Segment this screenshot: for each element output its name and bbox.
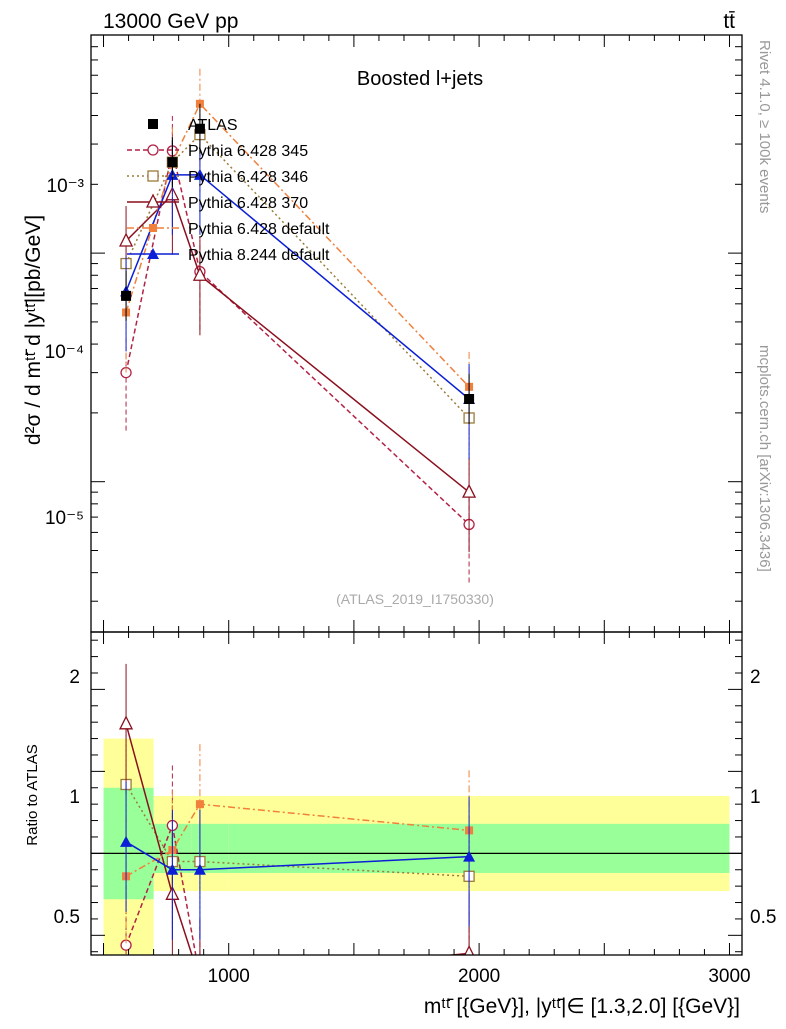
ratio-ytick-right-0.5: 0.5 bbox=[750, 907, 776, 928]
ratio-ytick-0.5: 0.5 bbox=[54, 907, 80, 928]
ratio-series-layer bbox=[119, 663, 476, 985]
legend: ATLAS Pythia 6.428 345 Pythia 6.428 346 Pyt… bbox=[127, 117, 330, 264]
atlas-point bbox=[464, 394, 475, 405]
ratio-ylabel: Ratio to ATLAS bbox=[24, 744, 41, 845]
series-point-pythia-6-428-370 bbox=[119, 232, 134, 247]
legend-marker-pythia-6-428-345 bbox=[147, 144, 159, 156]
series-pythia-8-244-default bbox=[120, 139, 476, 460]
ratio-point-pythia-8-244-default bbox=[463, 850, 476, 862]
series-pythia-6-428-370 bbox=[119, 159, 477, 553]
ratio-point-pythia-6-428-370 bbox=[194, 973, 206, 985]
series-atlas bbox=[121, 103, 475, 425]
ratio-point-pythia-8-244-default bbox=[120, 835, 133, 847]
ratio-point-pythia-8-244-default bbox=[166, 863, 179, 875]
ytick-label-1e-4: 10⁻⁴ bbox=[45, 342, 84, 363]
ratio-frame bbox=[90, 631, 743, 956]
series-pythia-6-428-345 bbox=[120, 115, 475, 585]
mcplots-label: mcplots.cern.ch [arXiv:1306.3436] bbox=[756, 345, 773, 572]
legend-label-pythia-6-428-346: Pythia 6.428 346 bbox=[188, 169, 308, 186]
legend-marker-atlas bbox=[148, 119, 158, 129]
xtick-label-2000: 2000 bbox=[458, 966, 500, 987]
ratio-ytick-1: 1 bbox=[69, 787, 80, 808]
ratio-ytick-right-2: 2 bbox=[750, 667, 761, 688]
main-series-layer bbox=[119, 68, 477, 585]
plot-title: Boosted l+jets bbox=[357, 68, 483, 90]
series-point-pythia-6-428-370 bbox=[192, 266, 207, 281]
ratio-point-pythia-6-428-370 bbox=[119, 715, 134, 730]
xtick-label-1000: 1000 bbox=[208, 966, 250, 987]
ratio-line-pythia-6-428-345 bbox=[125, 822, 197, 955]
xtick-label-3000: 3000 bbox=[708, 966, 750, 987]
legend-marker-pythia-6-428-370 bbox=[145, 193, 161, 208]
ratio-uncertainty-bands bbox=[91, 738, 742, 955]
ratio-line-pythia-8-244-default bbox=[125, 841, 470, 871]
series-line-pythia-6-428-346 bbox=[125, 133, 470, 419]
legend-label-atlas: ATLAS bbox=[188, 117, 238, 134]
legend-label-pythia-6-428-370: Pythia 6.428 370 bbox=[188, 195, 308, 212]
ratio-ytick-2: 2 bbox=[69, 667, 80, 688]
main-ylabel: d²σ / d mᵗᵗ̄ d |yᵗᵗ̄|[pb/GeV] bbox=[22, 215, 45, 445]
axes-layer bbox=[90, 34, 743, 956]
series-line-pythia-6-428-345 bbox=[125, 150, 470, 526]
atlas-point bbox=[121, 290, 132, 301]
legend-marker-pythia-6-428-346 bbox=[147, 170, 159, 182]
analysis-watermark: (ATLAS_2019_I1750330) bbox=[336, 591, 494, 607]
x-axis-label: mᵗᵗ̄ [{GeV}], |yᵗᵗ̄|∈ [1.3,2.0] [{GeV}] bbox=[424, 995, 740, 1018]
atlas-point bbox=[167, 157, 178, 168]
ratio-ytick-right-1: 1 bbox=[750, 787, 761, 808]
legend-label-pythia-8-244-default: Pythia 8.244 default bbox=[188, 247, 330, 264]
ratio-series-pythia-8-244-default bbox=[120, 781, 476, 940]
series-line-pythia-6-428-default bbox=[125, 102, 470, 388]
ratio-point-pythia-6-428-345 bbox=[195, 973, 205, 983]
ytick-label-1e-3: 10⁻³ bbox=[47, 176, 85, 197]
ratio-line-pythia-6-428-370 bbox=[125, 723, 470, 955]
ratio-point-pythia-6-428-default bbox=[195, 800, 204, 809]
rivet-label: Rivet 4.1.0, ≥ 100k events bbox=[756, 40, 773, 213]
ytick-label-1e-5: 10⁻⁵ bbox=[45, 508, 84, 529]
series-point-pythia-6-428-370 bbox=[462, 483, 477, 498]
header-process: tt̄ bbox=[723, 10, 735, 33]
legend-label-pythia-6-428-345: Pythia 6.428 345 bbox=[188, 143, 308, 160]
series-point-pythia-8-244-default bbox=[193, 168, 206, 180]
legend-label-pythia-6-428-default: Pythia 6.428 default bbox=[188, 221, 330, 238]
series-line-pythia-8-244-default bbox=[125, 174, 470, 400]
header-energy: 13000 GeV pp bbox=[103, 10, 238, 33]
legend-marker-pythia-6-428-default bbox=[149, 224, 157, 232]
atlas-point bbox=[194, 123, 205, 134]
legend-marker-pythia-8-244-default bbox=[147, 248, 159, 259]
ratio-point-pythia-8-244-default bbox=[193, 863, 206, 875]
ratio-point-pythia-6-428-370 bbox=[464, 944, 475, 955]
ratio-band-inner bbox=[228, 823, 730, 874]
series-line-pythia-6-428-370 bbox=[125, 193, 470, 493]
ratio-line-pythia-6-428-default bbox=[125, 803, 470, 877]
